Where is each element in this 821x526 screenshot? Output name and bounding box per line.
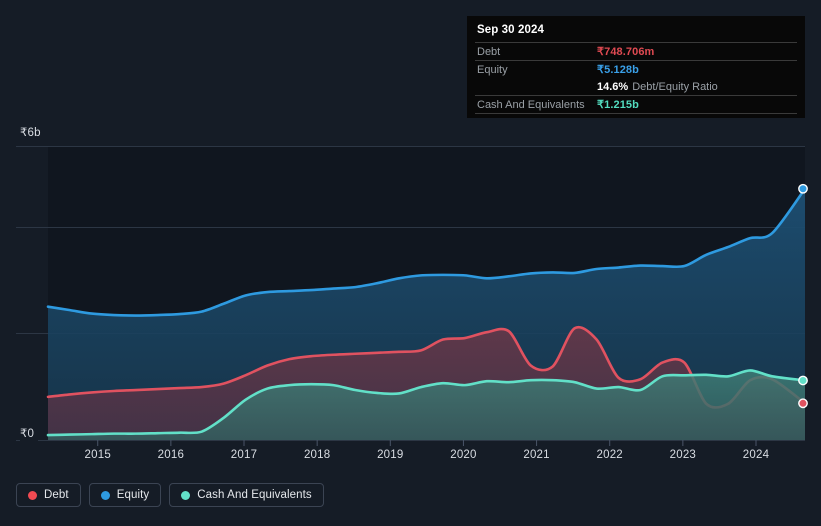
line-cash-and-equivalents xyxy=(46,369,807,437)
legend-label: Cash And Equivalents xyxy=(197,489,312,501)
endpoint-markers xyxy=(798,183,808,409)
endpoint-marker-equity xyxy=(798,183,808,194)
x-axis-label-2023: 2023 xyxy=(669,449,697,461)
x-axis-label-2022: 2022 xyxy=(596,449,623,461)
line-equity xyxy=(46,187,807,317)
legend-dot-icon xyxy=(100,490,110,500)
line-debt xyxy=(46,325,807,409)
legend-label: Debt xyxy=(44,489,69,501)
legend-item-debt[interactable]: Debt xyxy=(16,483,81,507)
y-axis-label-bottom: ₹0 xyxy=(20,425,39,441)
chart-tooltip: Sep 30 2024 Debt ₹748.706m Equity ₹5.128… xyxy=(467,16,805,118)
legend-dot-icon xyxy=(28,490,37,500)
legend-item-equity[interactable]: Equity xyxy=(88,483,162,507)
x-axis-label-2016: 2016 xyxy=(157,449,185,461)
x-axis-label-2015: 2015 xyxy=(84,449,111,461)
x-axis-label-2020: 2020 xyxy=(450,449,477,461)
endpoint-marker-cash-and-equivalents xyxy=(798,375,808,386)
tooltip-title: Sep 30 2024 xyxy=(477,24,544,36)
tooltip-row-debt: Debt ₹748.706m xyxy=(475,42,797,60)
legend-label: Equity xyxy=(116,489,150,501)
endpoint-marker-debt xyxy=(798,398,808,409)
legend-dot-icon xyxy=(181,490,191,500)
y-axis-label-top: ₹6b xyxy=(20,124,45,140)
tooltip-label-debt: Debt xyxy=(477,45,501,58)
x-axis-label-2019: 2019 xyxy=(377,449,404,461)
tooltip-value-equity: ₹5.128b xyxy=(597,64,639,76)
x-axis-label-2017: 2017 xyxy=(230,449,258,461)
tooltip-ratio-label: Debt/Equity Ratio xyxy=(632,80,718,93)
legend-item-cash-and-equivalents[interactable]: Cash And Equivalents xyxy=(169,483,324,507)
tooltip-bottom-divider xyxy=(475,113,797,115)
chart-legend: Debt Equity Cash And Equivalents xyxy=(16,483,324,507)
tooltip-ratio-value: 14.6% xyxy=(597,80,629,93)
tooltip-value-debt: ₹748.706m xyxy=(597,46,655,58)
tooltip-row-ratio: 14.6% Debt/Equity Ratio xyxy=(475,78,797,95)
tooltip-row-equity: Equity ₹5.128b xyxy=(475,60,797,78)
tooltip-label-cash: Cash And Equivalents xyxy=(477,98,585,111)
tooltip-row-cash: Cash And Equivalents ₹1.215b xyxy=(475,95,797,113)
series-layer xyxy=(46,187,807,440)
x-axis-ticks xyxy=(97,440,757,446)
tooltip-label-equity: Equity xyxy=(477,63,508,76)
tooltip-value-cash: ₹1.215b xyxy=(597,99,639,111)
x-axis-label-2024: 2024 xyxy=(742,449,770,461)
x-axis-label-2018: 2018 xyxy=(303,449,331,461)
x-axis-label-2021: 2021 xyxy=(523,449,550,461)
